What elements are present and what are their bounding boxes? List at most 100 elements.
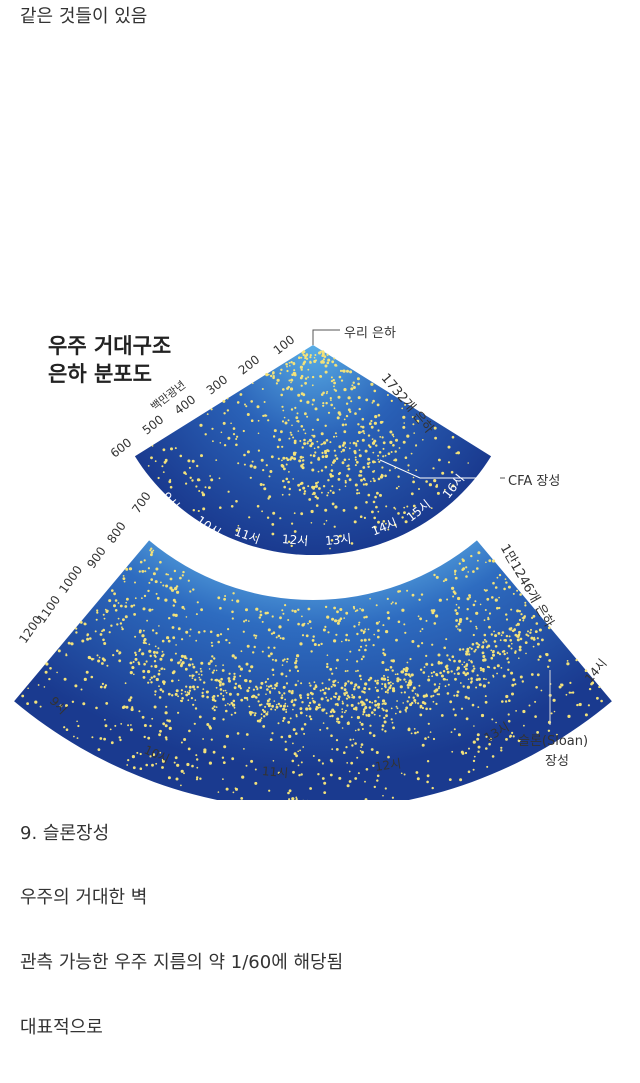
galaxy-dot — [324, 370, 328, 374]
galaxy-dot — [459, 778, 463, 782]
galaxy-dot — [532, 645, 535, 648]
galaxy-dot — [145, 660, 148, 663]
galaxy-dot — [141, 597, 143, 599]
galaxy-dot — [351, 694, 354, 696]
galaxy-dot — [172, 598, 176, 602]
galaxy-dot — [498, 653, 502, 656]
galaxy-dot — [300, 512, 304, 516]
galaxy-dot — [152, 572, 156, 576]
galaxy-dot — [281, 464, 285, 468]
galaxy-dot — [398, 710, 402, 714]
galaxy-dot — [402, 425, 406, 429]
galaxy-dot — [200, 454, 203, 458]
galaxy-dot — [231, 610, 234, 614]
galaxy-dot — [465, 566, 468, 569]
galaxy-dot — [183, 738, 187, 741]
galaxy-dot — [377, 429, 380, 432]
galaxy-dot — [347, 396, 351, 400]
galaxy-dot — [500, 746, 503, 749]
galaxy-dot — [487, 616, 490, 619]
galaxy-dot — [536, 673, 540, 677]
galaxy-dot — [200, 674, 203, 676]
galaxy-dot — [150, 456, 153, 460]
galaxy-dot — [492, 675, 495, 678]
galaxy-dot — [219, 683, 222, 687]
galaxy-dot — [365, 482, 368, 486]
galaxy-dot — [429, 707, 432, 711]
galaxy-dot — [206, 413, 209, 415]
galaxy-dot — [306, 415, 309, 418]
galaxy-dot — [375, 604, 378, 607]
galaxy-dot — [306, 693, 310, 697]
galaxy-dot — [390, 451, 393, 453]
galaxy-dot — [266, 702, 269, 706]
galaxy-dot — [219, 442, 222, 444]
galaxy-dot — [210, 678, 213, 681]
galaxy-dot — [416, 731, 419, 734]
galaxy-dot — [317, 759, 321, 762]
galaxy-dot — [310, 461, 313, 464]
galaxy-dot — [444, 578, 448, 582]
galaxy-dot — [257, 693, 260, 696]
galaxy-dot — [329, 773, 333, 777]
galaxy-dot — [280, 393, 284, 397]
galaxy-dot — [164, 598, 168, 602]
galaxy-dot — [457, 606, 460, 609]
galaxy-dot — [360, 629, 363, 632]
galaxy-dot — [315, 707, 318, 711]
galaxy-dot — [170, 588, 175, 592]
galaxy-dot — [324, 451, 327, 455]
galaxy-dot — [308, 620, 311, 623]
galaxy-dot — [465, 652, 469, 656]
galaxy-dot — [74, 684, 78, 688]
galaxy-dot — [158, 625, 160, 627]
galaxy-dot — [151, 717, 154, 720]
galaxy-dot — [179, 576, 182, 580]
galaxy-dot — [183, 655, 187, 659]
galaxy-dot — [379, 475, 384, 479]
galaxy-dot — [218, 679, 220, 682]
galaxy-dot — [468, 747, 470, 750]
galaxy-dot — [319, 706, 322, 709]
galaxy-dot — [228, 679, 231, 683]
galaxy-dot — [479, 603, 482, 606]
galaxy-dot — [172, 613, 176, 617]
galaxy-dot — [141, 634, 145, 638]
galaxy-dot — [464, 695, 468, 699]
galaxy-dot — [215, 706, 218, 708]
galaxy-dot — [201, 694, 205, 698]
galaxy-dot — [264, 681, 267, 684]
galaxy-dot — [133, 604, 136, 607]
galaxy-dot — [312, 487, 315, 490]
galaxy-dot — [181, 697, 184, 700]
galaxy-dot — [336, 416, 340, 420]
galaxy-dot — [370, 425, 374, 429]
galaxy-dot — [333, 639, 337, 643]
galaxy-dot — [236, 401, 240, 404]
galaxy-dot — [295, 754, 298, 758]
galaxy-dot — [76, 737, 79, 739]
galaxy-dot — [496, 664, 500, 668]
galaxy-dot — [313, 643, 317, 646]
galaxy-dot — [487, 681, 490, 684]
galaxy-dot — [92, 658, 95, 660]
galaxy-dot — [261, 708, 265, 712]
galaxy-dot — [488, 742, 491, 746]
galaxy-dot — [265, 693, 267, 695]
galaxy-dot — [323, 355, 327, 358]
galaxy-dot — [419, 704, 423, 708]
galaxy-dot — [204, 486, 207, 489]
galaxy-dot — [136, 751, 139, 754]
galaxy-dot — [305, 538, 307, 541]
galaxy-dot — [191, 677, 194, 679]
galaxy-dot — [186, 762, 190, 767]
galaxy-dot — [170, 658, 173, 662]
galaxy-dot — [258, 616, 261, 619]
galaxy-dot — [282, 707, 286, 711]
galaxy-dot — [491, 651, 494, 654]
galaxy-dot — [419, 630, 422, 633]
galaxy-dot — [339, 369, 343, 372]
galaxy-dot — [196, 685, 199, 689]
galaxy-dot — [267, 419, 270, 422]
galaxy-dot — [162, 722, 166, 726]
